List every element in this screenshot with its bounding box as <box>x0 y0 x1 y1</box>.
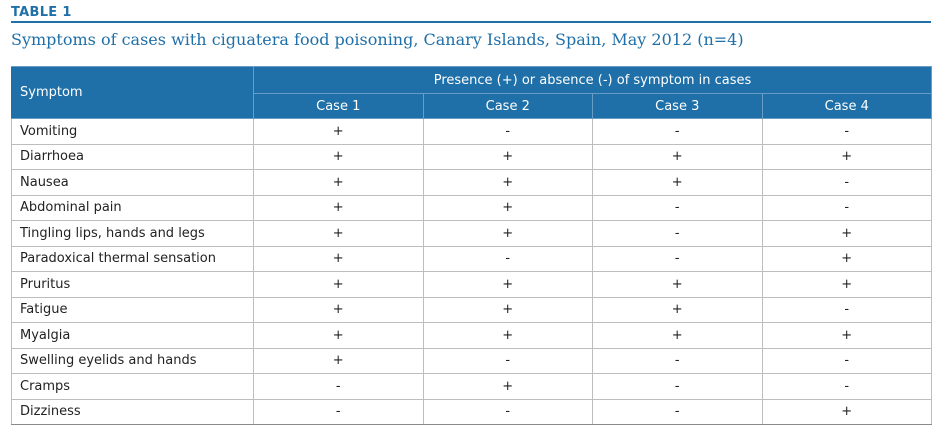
case-2-value-cell: - <box>422 398 593 425</box>
case-2-value-cell: + <box>422 143 593 170</box>
table-row: Cramps - + - - <box>11 373 932 400</box>
case-1-value-cell: + <box>253 271 424 298</box>
case-3-value-cell: - <box>592 398 763 425</box>
table-row: Swelling eyelids and hands + - - - <box>11 347 932 374</box>
symptom-cell: Pruritus <box>11 271 254 298</box>
table-row: Myalgia + + + + <box>11 322 932 349</box>
case-2-value-cell: + <box>422 271 593 298</box>
case-4-value-cell: - <box>761 296 932 323</box>
symptoms-table: Symptom Presence (+) or absence (-) of s… <box>11 66 932 425</box>
table-row: Diarrhoea + + + + <box>11 143 932 170</box>
symptom-cell: Dizziness <box>11 398 254 425</box>
case-2-value-cell: + <box>422 220 593 247</box>
case-1-value-cell: - <box>253 373 424 400</box>
case-2-value-cell: + <box>422 373 593 400</box>
case-2-value-cell: + <box>422 296 593 323</box>
case-1-value-cell: + <box>253 118 424 145</box>
case-2-value-cell: + <box>422 194 593 221</box>
case-3-value-cell: - <box>592 373 763 400</box>
case-3-value-cell: - <box>592 220 763 247</box>
case-4-value-cell: - <box>761 194 932 221</box>
symptom-cell: Diarrhoea <box>11 143 254 170</box>
table-row: Fatigue + + + - <box>11 296 932 323</box>
table-number-label: TABLE 1 <box>11 5 72 20</box>
case-3-value-cell: - <box>592 245 763 272</box>
case-2-header: Case 2 <box>422 93 593 119</box>
symptom-cell: Myalgia <box>11 322 254 349</box>
table-row: Paradoxical thermal sensation + - - + <box>11 245 932 272</box>
case-4-value-cell: + <box>761 245 932 272</box>
case-3-value-cell: + <box>592 271 763 298</box>
symptom-cell: Swelling eyelids and hands <box>11 347 254 374</box>
symptom-cell: Fatigue <box>11 296 254 323</box>
table-row: Tingling lips, hands and legs + + - + <box>11 220 932 247</box>
symptom-cell: Tingling lips, hands and legs <box>11 220 254 247</box>
table-header: Symptom Presence (+) or absence (-) of s… <box>11 66 932 119</box>
symptom-cell: Abdominal pain <box>11 194 254 221</box>
symptom-cell: Nausea <box>11 169 254 196</box>
case-1-value-cell: + <box>253 220 424 247</box>
case-1-value-cell: + <box>253 347 424 374</box>
case-3-value-cell: - <box>592 118 763 145</box>
case-3-value-cell: + <box>592 143 763 170</box>
case-1-value-cell: + <box>253 194 424 221</box>
case-3-value-cell: + <box>592 322 763 349</box>
case-4-value-cell: + <box>761 143 932 170</box>
case-3-value-cell: - <box>592 194 763 221</box>
table-row: Abdominal pain + + - - <box>11 194 932 221</box>
case-1-value-cell: + <box>253 245 424 272</box>
case-2-value-cell: - <box>422 118 593 145</box>
symptom-cell: Vomiting <box>11 118 254 145</box>
table-body: Vomiting + - - - Diarrhoea + + + + Nausea + + + - Abdom… <box>11 118 932 425</box>
table-row: Dizziness - - - + <box>11 398 932 425</box>
case-4-value-cell: + <box>761 322 932 349</box>
case-4-value-cell: - <box>761 373 932 400</box>
symptom-cell: Cramps <box>11 373 254 400</box>
case-1-header: Case 1 <box>253 93 424 119</box>
case-3-value-cell: + <box>592 169 763 196</box>
case-4-value-cell: + <box>761 220 932 247</box>
case-4-header: Case 4 <box>761 93 932 119</box>
case-2-value-cell: - <box>422 245 593 272</box>
case-1-value-cell: + <box>253 296 424 323</box>
case-3-value-cell: - <box>592 347 763 374</box>
case-4-value-cell: - <box>761 118 932 145</box>
case-4-value-cell: - <box>761 347 932 374</box>
table-row: Pruritus + + + + <box>11 271 932 298</box>
presence-group-header: Presence (+) or absence (-) of symptom i… <box>253 66 932 94</box>
table-caption: Symptoms of cases with ciguatera food po… <box>11 30 744 49</box>
case-3-header: Case 3 <box>592 93 763 119</box>
case-4-value-cell: - <box>761 169 932 196</box>
table-row: Vomiting + - - - <box>11 118 932 145</box>
symptom-cell: Paradoxical thermal sensation <box>11 245 254 272</box>
case-2-value-cell: + <box>422 322 593 349</box>
case-1-value-cell: + <box>253 322 424 349</box>
case-1-value-cell: + <box>253 143 424 170</box>
case-1-value-cell: + <box>253 169 424 196</box>
table-row: Nausea + + + - <box>11 169 932 196</box>
case-2-value-cell: + <box>422 169 593 196</box>
case-3-value-cell: + <box>592 296 763 323</box>
title-rule <box>11 21 931 23</box>
case-4-value-cell: + <box>761 271 932 298</box>
case-2-value-cell: - <box>422 347 593 374</box>
case-4-value-cell: + <box>761 398 932 425</box>
symptom-column-header: Symptom <box>11 66 254 119</box>
case-1-value-cell: - <box>253 398 424 425</box>
